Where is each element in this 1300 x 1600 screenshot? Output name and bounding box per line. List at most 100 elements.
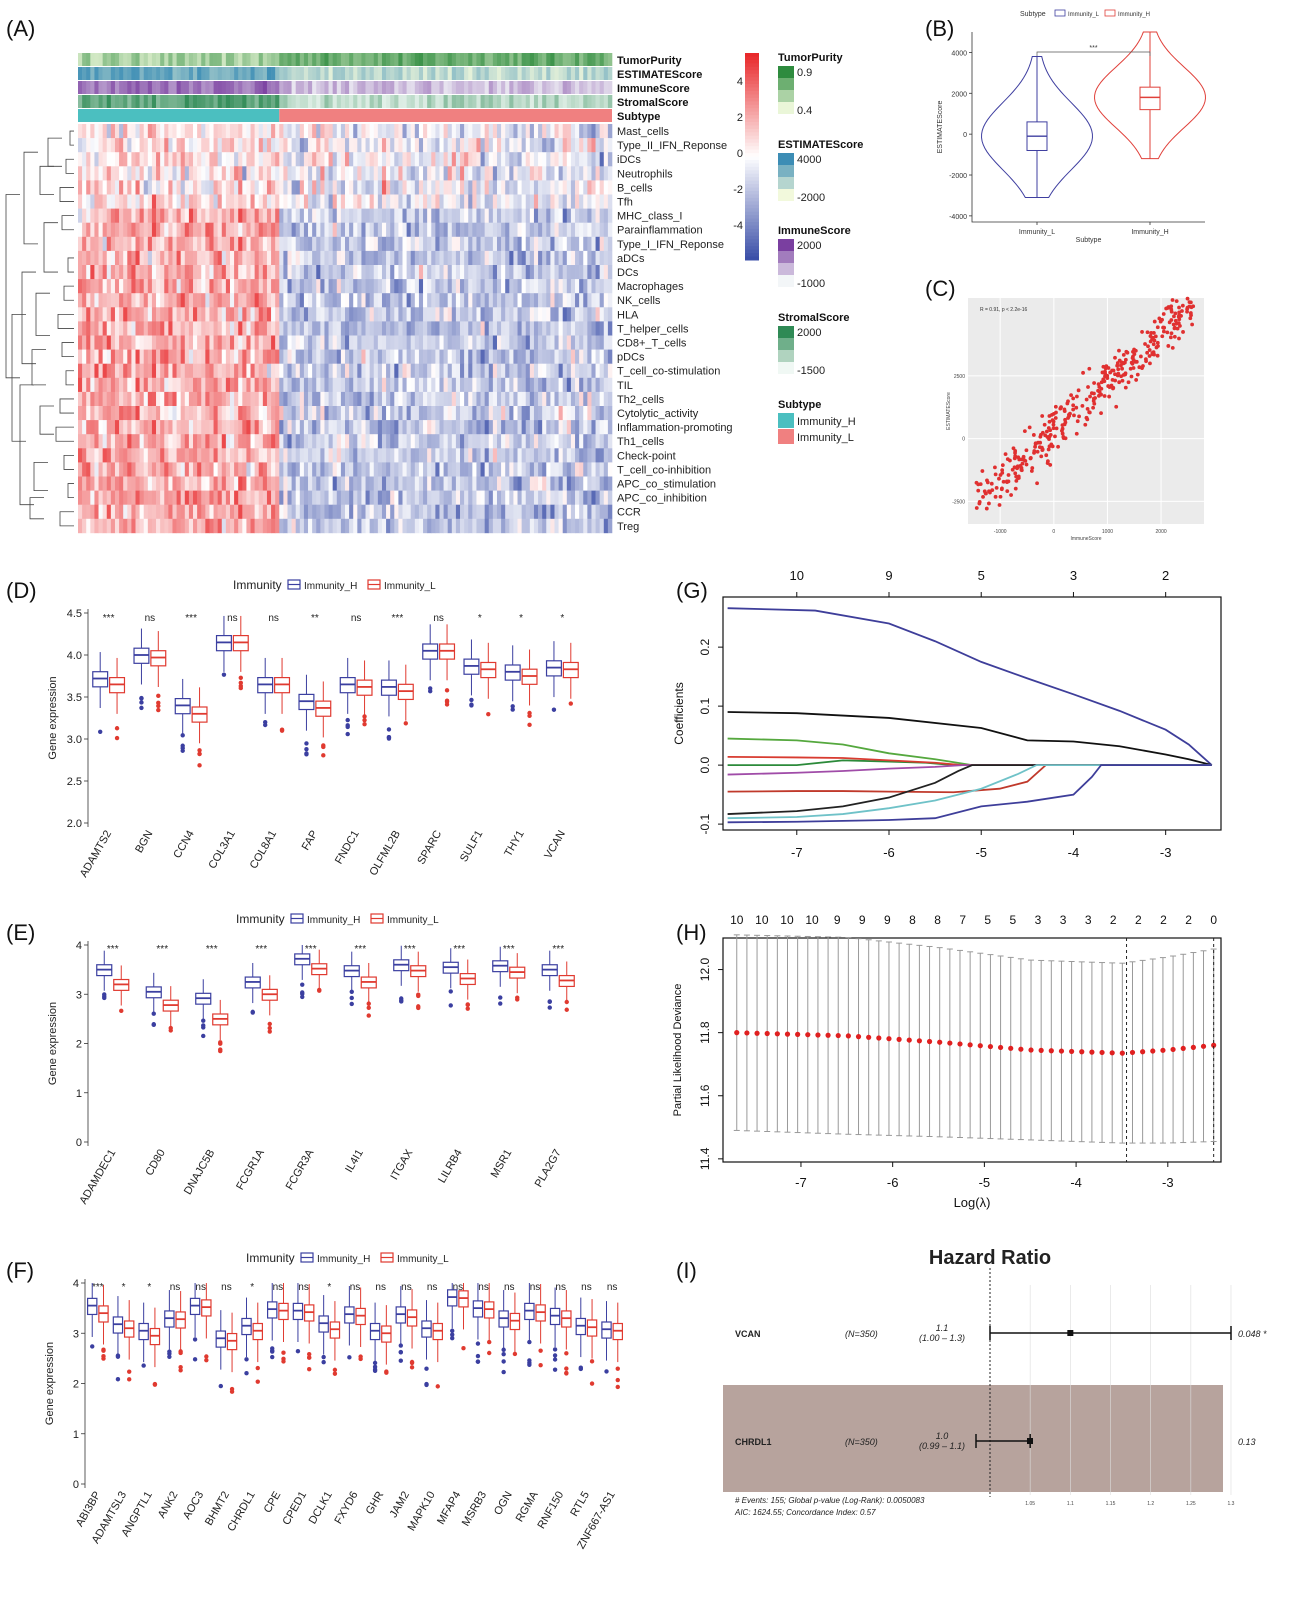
heatmap-cell <box>156 490 161 505</box>
scatter-point <box>1086 385 1090 389</box>
heatmap-cell <box>349 222 354 238</box>
outlier-point <box>98 729 103 734</box>
heatmap-cell <box>106 434 112 449</box>
heatmap-cell <box>435 363 440 379</box>
heatmap-cell <box>427 293 432 308</box>
heatmap-cell <box>332 279 338 294</box>
heatmap-cell <box>139 208 145 223</box>
heatmap-cell <box>394 208 399 223</box>
heatmap-cell <box>193 434 198 449</box>
heatmap-cell <box>221 434 227 449</box>
heatmap-cell <box>295 152 301 167</box>
heatmap-cell <box>151 476 157 491</box>
heatmap-cell <box>197 194 202 209</box>
annotation-cell <box>542 95 547 108</box>
heatmap-cell <box>538 490 543 505</box>
heatmap-cell <box>312 420 317 435</box>
heatmap-cell <box>201 265 206 280</box>
annotation-cell <box>250 67 255 80</box>
heatmap-cell <box>460 363 465 379</box>
heatmap-cell <box>418 166 424 181</box>
heatmap-cell <box>599 279 605 294</box>
heatmap-cell <box>418 349 424 364</box>
heatmap-cell <box>176 462 181 477</box>
heatmap-cell <box>287 265 292 280</box>
heatmap-cell <box>575 363 580 379</box>
heatmap-cell <box>509 152 514 167</box>
annotation-cell <box>312 95 317 108</box>
heatmap-cell <box>529 293 535 308</box>
heatmap-cell <box>460 236 465 252</box>
heatmap-cell <box>180 293 186 308</box>
heatmap-cell <box>402 476 407 491</box>
annotation-cell <box>262 95 268 108</box>
heatmap-cell <box>431 321 436 336</box>
heatmap-cell <box>127 250 132 266</box>
heatmap-cell <box>357 391 362 407</box>
heatmap-cell <box>332 180 338 195</box>
dendrogram-branch <box>21 271 36 365</box>
heatmap-cell <box>316 490 321 505</box>
heatmap-cell <box>287 166 292 181</box>
heatmap-cell <box>254 166 260 181</box>
heatmap-cell <box>349 462 354 477</box>
dendrogram-branch <box>67 257 74 273</box>
heatmap-cell <box>201 391 206 407</box>
heatmap-cell <box>188 279 194 294</box>
heatmap-cell <box>394 462 399 477</box>
heatmap-cell <box>164 180 169 195</box>
annotation-cell <box>172 67 177 80</box>
heatmap-cell <box>439 448 444 463</box>
heatmap-cell <box>472 208 477 223</box>
annotation-cell <box>205 53 210 66</box>
heatmap-cell <box>587 166 592 181</box>
heatmap-cell <box>172 448 177 463</box>
annotation-cell <box>443 53 448 66</box>
heatmap-cell <box>538 462 543 477</box>
heatmap-cell <box>110 265 116 280</box>
heatmap-cell <box>398 349 403 364</box>
annotation-cell <box>114 81 120 94</box>
heatmap-cell <box>394 335 399 350</box>
annotation-cell <box>496 95 502 108</box>
heatmap-cell <box>258 420 264 435</box>
heatmap-cell <box>398 138 403 153</box>
heatmap-cell <box>583 321 588 336</box>
heatmap-cell <box>82 518 87 534</box>
heatmap-cell <box>225 518 231 534</box>
heatmap-cell <box>336 152 342 167</box>
heatmap-cell <box>492 391 498 407</box>
heatmap-cell <box>328 250 333 266</box>
heatmap-cell <box>254 476 260 491</box>
heatmap-cell <box>439 208 444 223</box>
heatmap-cell <box>439 180 444 195</box>
heatmap-cell <box>410 518 416 534</box>
heatmap-cell <box>246 236 251 252</box>
heatmap-cell <box>324 462 329 477</box>
heatmap-cell <box>361 377 366 393</box>
heatmap-cell <box>361 138 366 153</box>
heatmap-cell <box>262 307 268 322</box>
heatmap-cell <box>184 476 190 491</box>
heatmap-cell <box>435 208 440 223</box>
heatmap-cell <box>599 236 605 252</box>
heatmap-cell <box>603 363 609 379</box>
heatmap-cell <box>542 236 547 252</box>
heatmap-cell <box>583 124 588 139</box>
heatmap-row-label: T_helper_cells <box>617 323 689 335</box>
heatmap-cell <box>517 490 522 505</box>
heatmap-cell <box>390 490 395 505</box>
heatmap-cell <box>234 476 239 491</box>
heatmap-cell <box>283 490 288 505</box>
heatmap-cell <box>229 293 235 308</box>
heatmap-cell <box>603 420 609 435</box>
heatmap-cell <box>151 349 157 364</box>
heatmap-cell <box>550 208 555 223</box>
heatmap-cell <box>287 293 292 308</box>
heatmap-cell <box>525 152 531 167</box>
heatmap-cell <box>435 307 440 322</box>
heatmap-cell <box>147 490 153 505</box>
heatmap-cell <box>332 321 338 336</box>
heatmap-cell <box>570 504 576 520</box>
heatmap-cell <box>102 293 108 308</box>
